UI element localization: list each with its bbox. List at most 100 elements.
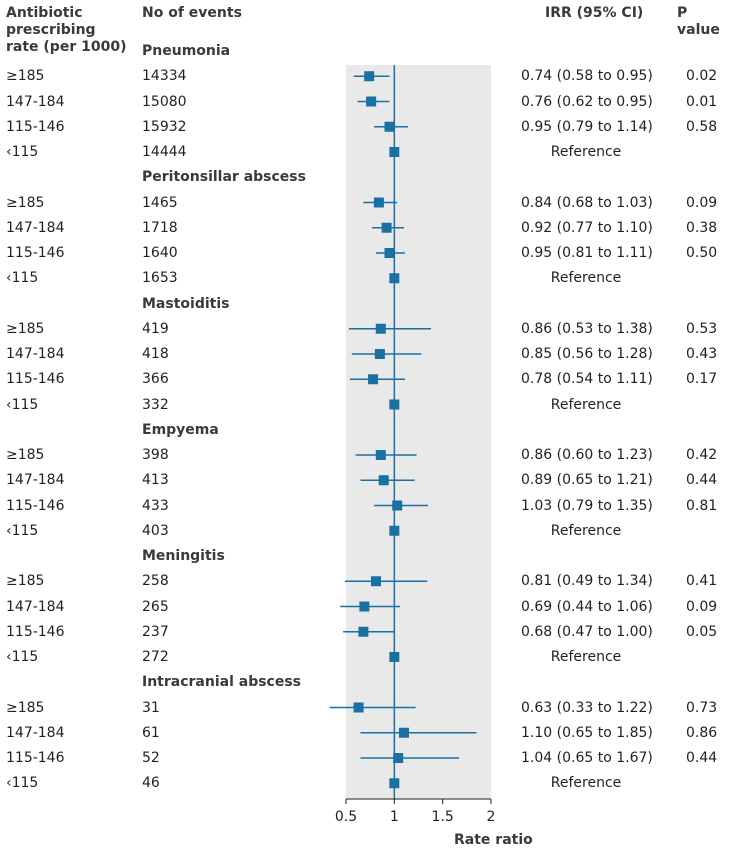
point-estimate-marker [378, 475, 389, 486]
x-axis-label: Rate ratio [454, 832, 533, 848]
rate-category: ‹115 [6, 396, 39, 413]
irr-value: 0.85 (0.56 to 1.28) [521, 346, 653, 362]
rate-category: ≥185 [6, 320, 45, 337]
irr-value: 1.04 (0.65 to 1.67) [521, 750, 653, 766]
point-estimate-marker [368, 374, 379, 385]
event-count: 403 [142, 522, 169, 539]
point-estimate-marker [358, 626, 369, 637]
p-value: 0.41 [686, 573, 718, 590]
irr-value: 0.95 (0.79 to 1.14) [521, 118, 653, 135]
rate-category: ‹115 [6, 775, 39, 792]
rate-category: ≥185 [6, 573, 45, 590]
irr-value: 0.92 (0.77 to 1.10) [521, 219, 653, 236]
irr-value: 0.89 (0.65 to 1.21) [521, 472, 653, 489]
irr-value: Reference [550, 522, 622, 539]
p-value: 0.58 [686, 118, 718, 135]
irr-value: 0.86 (0.60 to 1.23) [521, 447, 653, 463]
point-estimate-marker [389, 652, 400, 662]
outcome-title: Empyema [142, 421, 219, 438]
event-count: 258 [142, 573, 169, 590]
rate-category: 147-184 [6, 346, 65, 362]
irr-value: Reference [550, 396, 622, 413]
event-count: 433 [142, 497, 169, 514]
event-count: 1465 [142, 194, 178, 211]
x-tick-label: 1 [390, 809, 399, 825]
irr-value: 0.86 (0.53 to 1.38) [521, 320, 653, 337]
events-column-header: No of events [142, 5, 242, 21]
rate-category: ‹115 [6, 144, 39, 160]
p-value: 0.81 [686, 497, 718, 514]
irr-value: 0.95 (0.81 to 1.11) [521, 245, 653, 261]
irr-value: Reference [550, 775, 622, 792]
point-estimate-marker [353, 702, 364, 713]
point-estimate-marker [393, 753, 404, 763]
point-estimate-marker [375, 450, 386, 460]
x-tick-label: 2 [487, 809, 496, 825]
rate-category: 115-146 [6, 371, 65, 388]
event-count: 14444 [142, 144, 187, 160]
event-count: 31 [142, 699, 160, 716]
event-count: 61 [142, 724, 160, 741]
outcome-title: Meningitis [142, 548, 225, 564]
rate-category: 115-146 [6, 750, 65, 766]
rate-category: ≥185 [6, 447, 45, 463]
rate-category: ≥185 [6, 194, 45, 211]
event-count: 1718 [142, 219, 178, 236]
point-estimate-marker [389, 525, 400, 536]
point-estimate-marker [373, 197, 384, 208]
irr-value: Reference [550, 649, 622, 665]
irr-value: 1.03 (0.79 to 1.35) [521, 497, 653, 514]
point-estimate-marker [399, 727, 409, 738]
irr-value: Reference [550, 144, 622, 160]
point-estimate-marker [389, 778, 400, 789]
rate-column-header: Antibiotic prescribing rate (per 1000) [6, 5, 127, 55]
rate-category: ≥185 [6, 68, 45, 85]
irr-value: 0.81 (0.49 to 1.34) [521, 573, 653, 590]
plot-shade [346, 65, 491, 799]
event-count: 15932 [142, 118, 187, 135]
p-value: 0.42 [686, 447, 718, 463]
p-value: 0.73 [686, 699, 718, 716]
event-count: 1640 [142, 245, 178, 261]
event-count: 418 [142, 346, 169, 362]
x-tick-label: 0.5 [335, 809, 357, 825]
x-tick-label: 1.5 [432, 809, 454, 825]
point-estimate-marker [374, 349, 385, 359]
event-count: 15080 [142, 93, 187, 110]
p-value: 0.17 [686, 371, 718, 388]
point-estimate-marker [389, 273, 400, 284]
irr-value: 0.78 (0.54 to 1.11) [521, 371, 653, 388]
p-value: 0.09 [686, 194, 718, 211]
event-count: 46 [142, 775, 160, 792]
irr-value: 1.10 (0.65 to 1.85) [521, 724, 653, 741]
irr-value: 0.68 (0.47 to 1.00) [521, 623, 653, 640]
irr-value: 0.74 (0.58 to 0.95) [521, 68, 653, 85]
event-count: 265 [142, 598, 169, 615]
point-estimate-marker [389, 399, 400, 410]
rate-category: 147-184 [6, 598, 65, 615]
point-estimate-marker [370, 576, 381, 587]
p-value: 0.38 [686, 219, 718, 236]
point-estimate-marker [392, 500, 403, 511]
p-value: 0.50 [686, 245, 718, 261]
p-value: 0.53 [686, 320, 718, 337]
point-estimate-marker [364, 71, 375, 82]
point-estimate-marker [366, 96, 377, 107]
event-count: 272 [142, 649, 169, 665]
event-count: 413 [142, 472, 169, 489]
event-count: 237 [142, 623, 169, 640]
rate-category: ‹115 [6, 649, 39, 665]
event-count: 14334 [142, 68, 187, 85]
p-value: 0.86 [686, 724, 718, 741]
rate-category: 147-184 [6, 93, 65, 110]
point-estimate-marker [389, 147, 400, 157]
rate-category: ‹115 [6, 522, 39, 539]
outcome-title: Peritonsillar abscess [142, 169, 306, 186]
outcome-title: Mastoiditis [142, 295, 230, 312]
rate-category: ‹115 [6, 270, 39, 287]
p-value: 0.44 [686, 472, 718, 489]
event-count: 1653 [142, 270, 178, 287]
outcome-title: Pneumonia [142, 43, 231, 59]
p-value: 0.43 [686, 346, 718, 362]
